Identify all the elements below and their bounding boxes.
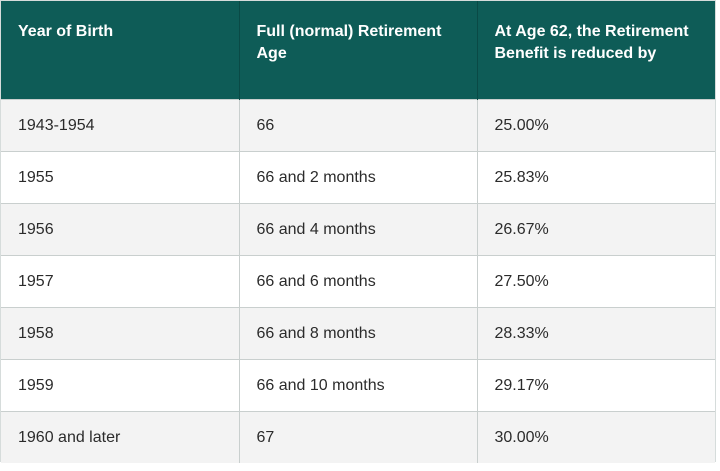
cell-retirement-age: 66 and 8 months: [239, 307, 478, 360]
cell-reduction: 26.67%: [477, 203, 715, 256]
cell-retirement-age: 66 and 6 months: [239, 255, 478, 308]
table-body: 1943-1954 66 25.00% 1955 66 and 2 months…: [1, 99, 715, 463]
cell-retirement-age: 66: [239, 99, 478, 152]
cell-year-of-birth: 1955: [1, 151, 240, 204]
cell-year-of-birth: 1960 and later: [1, 411, 240, 463]
cell-reduction: 30.00%: [477, 411, 715, 463]
table-row: 1959 66 and 10 months 29.17%: [1, 359, 715, 412]
header-benefit-reduction: At Age 62, the Retirement Benefit is red…: [477, 1, 715, 100]
cell-year-of-birth: 1959: [1, 359, 240, 412]
cell-reduction: 28.33%: [477, 307, 715, 360]
header-row: Year of Birth Full (normal) Retirement A…: [1, 1, 715, 100]
header-year-of-birth: Year of Birth: [1, 1, 240, 100]
header-full-retirement-age: Full (normal) Retirement Age: [239, 1, 478, 100]
cell-reduction: 25.83%: [477, 151, 715, 204]
table-row: 1943-1954 66 25.00%: [1, 99, 715, 152]
retirement-age-table: Year of Birth Full (normal) Retirement A…: [0, 0, 716, 463]
cell-retirement-age: 66 and 4 months: [239, 203, 478, 256]
cell-retirement-age: 67: [239, 411, 478, 463]
cell-retirement-age: 66 and 10 months: [239, 359, 478, 412]
cell-year-of-birth: 1958: [1, 307, 240, 360]
cell-reduction: 25.00%: [477, 99, 715, 152]
table-header: Year of Birth Full (normal) Retirement A…: [1, 1, 715, 100]
table-row: 1958 66 and 8 months 28.33%: [1, 307, 715, 360]
table-row: 1960 and later 67 30.00%: [1, 411, 715, 463]
table-row: 1956 66 and 4 months 26.67%: [1, 203, 715, 256]
cell-year-of-birth: 1957: [1, 255, 240, 308]
cell-year-of-birth: 1943-1954: [1, 99, 240, 152]
cell-retirement-age: 66 and 2 months: [239, 151, 478, 204]
cell-reduction: 29.17%: [477, 359, 715, 412]
table-row: 1957 66 and 6 months 27.50%: [1, 255, 715, 308]
data-table: Year of Birth Full (normal) Retirement A…: [1, 1, 715, 463]
cell-year-of-birth: 1956: [1, 203, 240, 256]
cell-reduction: 27.50%: [477, 255, 715, 308]
table-row: 1955 66 and 2 months 25.83%: [1, 151, 715, 204]
